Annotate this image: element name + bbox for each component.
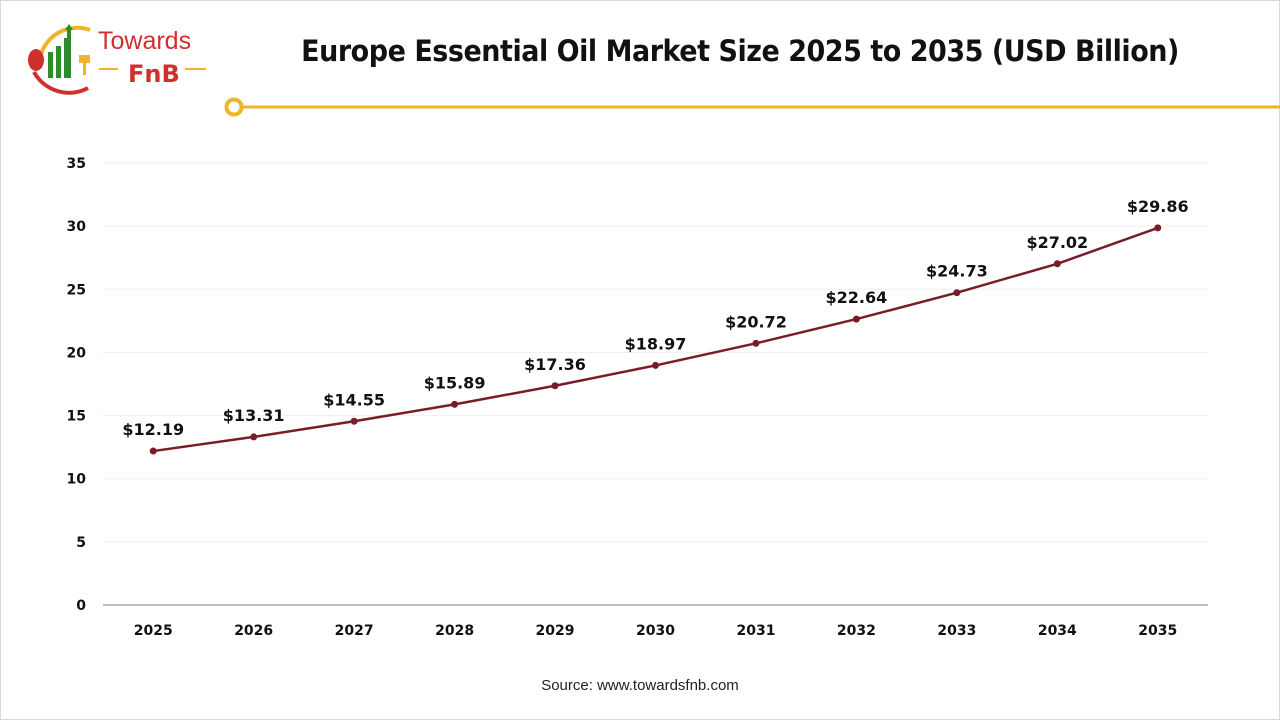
x-tick-label: 2032 <box>837 623 876 639</box>
y-tick-label: 10 <box>67 472 87 488</box>
data-label: $29.86 <box>1127 197 1189 216</box>
data-point <box>953 289 961 297</box>
data-point <box>1154 224 1162 232</box>
data-point <box>1053 260 1061 268</box>
x-tick-label: 2035 <box>1138 623 1177 639</box>
y-tick-label: 0 <box>76 598 86 614</box>
x-tick-label: 2030 <box>636 623 675 639</box>
chart-title: Europe Essential Oil Market Size 2025 to… <box>301 34 1179 68</box>
data-label: $20.72 <box>725 312 787 331</box>
x-tick-label: 2029 <box>536 623 575 639</box>
data-point <box>852 315 860 323</box>
y-tick-label: 20 <box>67 345 87 361</box>
x-tick-label: 2033 <box>937 623 976 639</box>
data-point <box>250 433 258 441</box>
x-tick-label: 2026 <box>234 623 273 639</box>
y-tick-label: 25 <box>67 282 86 298</box>
y-tick-label: 15 <box>67 409 86 425</box>
data-label: $15.89 <box>424 373 486 392</box>
title-underline <box>224 97 1280 117</box>
y-tick-label: 5 <box>76 535 86 551</box>
x-tick-label: 2034 <box>1038 623 1077 639</box>
data-point <box>652 361 659 369</box>
data-label: $18.97 <box>625 334 687 353</box>
x-tick-label: 2027 <box>335 623 374 639</box>
x-tick-label: 2028 <box>435 623 474 639</box>
data-point <box>350 417 358 425</box>
x-tick-label: 2025 <box>134 623 173 639</box>
data-label: $24.73 <box>926 262 988 281</box>
logo-text-top: Towards <box>98 27 191 55</box>
data-point <box>149 447 157 455</box>
source-note: Source: www.towardsfnb.com <box>541 677 739 694</box>
data-label: $17.36 <box>524 355 586 374</box>
data-label: $13.31 <box>223 406 285 425</box>
data-point <box>752 339 760 347</box>
data-label: $14.55 <box>323 390 385 409</box>
logo-text-bottom: FnB <box>128 60 180 88</box>
data-label: $27.02 <box>1026 233 1088 252</box>
data-point <box>551 382 559 390</box>
data-label: $12.19 <box>122 420 184 439</box>
y-tick-label: 30 <box>67 219 87 235</box>
x-tick-label: 2031 <box>736 623 775 639</box>
data-label: $22.64 <box>826 288 888 307</box>
logo: Towards FnB <box>28 24 206 95</box>
y-tick-label: 35 <box>67 156 86 172</box>
data-point <box>451 400 459 408</box>
